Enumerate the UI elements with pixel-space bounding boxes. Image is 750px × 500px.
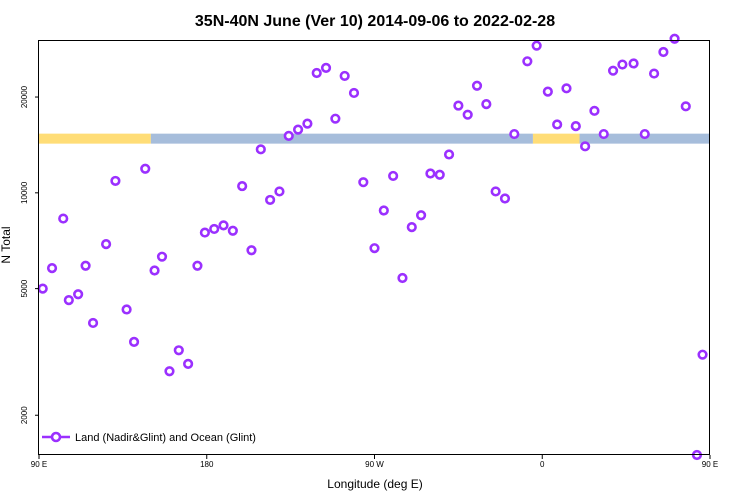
- data-point: [358, 177, 369, 188]
- data-point: [302, 118, 313, 129]
- y-tick-label: 2000: [20, 406, 29, 424]
- y-tick-label: 20000: [20, 85, 29, 108]
- data-point: [283, 130, 294, 141]
- data-point: [37, 283, 48, 294]
- data-point: [218, 220, 229, 231]
- strip-segment-land: [39, 133, 151, 144]
- plot-frame: [38, 40, 710, 455]
- data-point: [369, 243, 380, 254]
- legend: Land (Nadir&Glint) and Ocean (Glint): [42, 431, 256, 444]
- data-point: [425, 168, 436, 179]
- data-point: [415, 210, 427, 221]
- data-point: [87, 317, 99, 329]
- data-point: [522, 56, 533, 67]
- data-points: [37, 33, 708, 461]
- data-point: [552, 119, 563, 130]
- y-axis-label: N Total: [0, 226, 13, 263]
- data-point: [58, 213, 69, 224]
- data-point: [121, 304, 132, 315]
- data-point: [462, 109, 473, 120]
- data-point: [542, 86, 553, 97]
- data-point: [348, 87, 360, 99]
- data-point: [255, 144, 266, 155]
- data-point: [648, 68, 660, 79]
- data-point: [680, 101, 691, 112]
- data-point: [227, 225, 238, 236]
- data-point: [639, 128, 650, 140]
- data-point: [320, 62, 332, 73]
- data-point: [378, 205, 389, 216]
- data-point: [628, 58, 639, 69]
- data-point: [192, 260, 203, 271]
- data-point: [658, 46, 669, 58]
- data-point: [199, 227, 210, 238]
- x-tick-label: 90 E: [702, 460, 718, 469]
- data-point: [697, 349, 708, 360]
- data-point: [209, 223, 220, 235]
- data-point: [265, 194, 276, 206]
- data-point: [140, 163, 151, 174]
- data-point: [246, 245, 257, 256]
- data-point: [128, 336, 140, 348]
- data-point: [561, 83, 572, 94]
- x-axis: 90 E 180 90 W 0 90 E: [31, 455, 718, 469]
- data-point: [73, 289, 84, 300]
- data-point: [617, 59, 628, 70]
- data-point: [63, 295, 74, 306]
- data-point: [434, 169, 445, 180]
- data-point: [580, 141, 591, 152]
- strip-segment-ocean: [150, 133, 533, 144]
- data-point: [292, 124, 304, 135]
- data-point: [274, 186, 285, 197]
- chart-title: 35N-40N June (Ver 10) 2014-09-06 to 2022…: [195, 13, 555, 30]
- data-point: [570, 121, 581, 132]
- data-point: [509, 128, 520, 140]
- data-point: [46, 263, 58, 274]
- y-axis: 2000 5000 10000 20000: [20, 85, 39, 424]
- data-point: [598, 128, 609, 140]
- data-point: [149, 265, 160, 276]
- data-point: [237, 180, 248, 192]
- data-point: [110, 175, 121, 187]
- x-axis-label: Longitude (deg E): [327, 477, 422, 491]
- data-point: [406, 222, 417, 233]
- data-point: [669, 33, 680, 44]
- data-point: [100, 239, 112, 250]
- data-point: [397, 272, 408, 284]
- data-point: [339, 70, 350, 82]
- x-tick-label: 180: [200, 460, 214, 469]
- data-point: [443, 149, 455, 160]
- data-point: [80, 260, 91, 271]
- data-point: [481, 99, 492, 110]
- data-point: [173, 345, 184, 356]
- data-point: [156, 251, 168, 262]
- surface-strip: [39, 133, 710, 144]
- y-tick-label: 5000: [20, 279, 29, 297]
- x-tick-label: 90 E: [31, 460, 47, 469]
- x-tick-label: 0: [540, 460, 545, 469]
- data-point: [607, 65, 619, 76]
- data-point: [499, 193, 511, 204]
- legend-label: Land (Nadir&Glint) and Ocean (Glint): [75, 432, 256, 444]
- data-point: [490, 186, 501, 197]
- legend-marker-icon: [50, 431, 62, 443]
- data-point: [164, 366, 175, 377]
- data-point: [330, 113, 341, 124]
- data-point: [388, 170, 399, 182]
- data-point: [453, 100, 464, 111]
- y-tick-label: 10000: [20, 181, 29, 204]
- x-tick-label: 90 W: [365, 460, 384, 469]
- data-point: [311, 67, 322, 79]
- data-point: [183, 358, 194, 369]
- strip-segment-land: [532, 133, 580, 144]
- data-point: [589, 105, 600, 116]
- data-point: [531, 40, 542, 51]
- data-point: [471, 80, 483, 91]
